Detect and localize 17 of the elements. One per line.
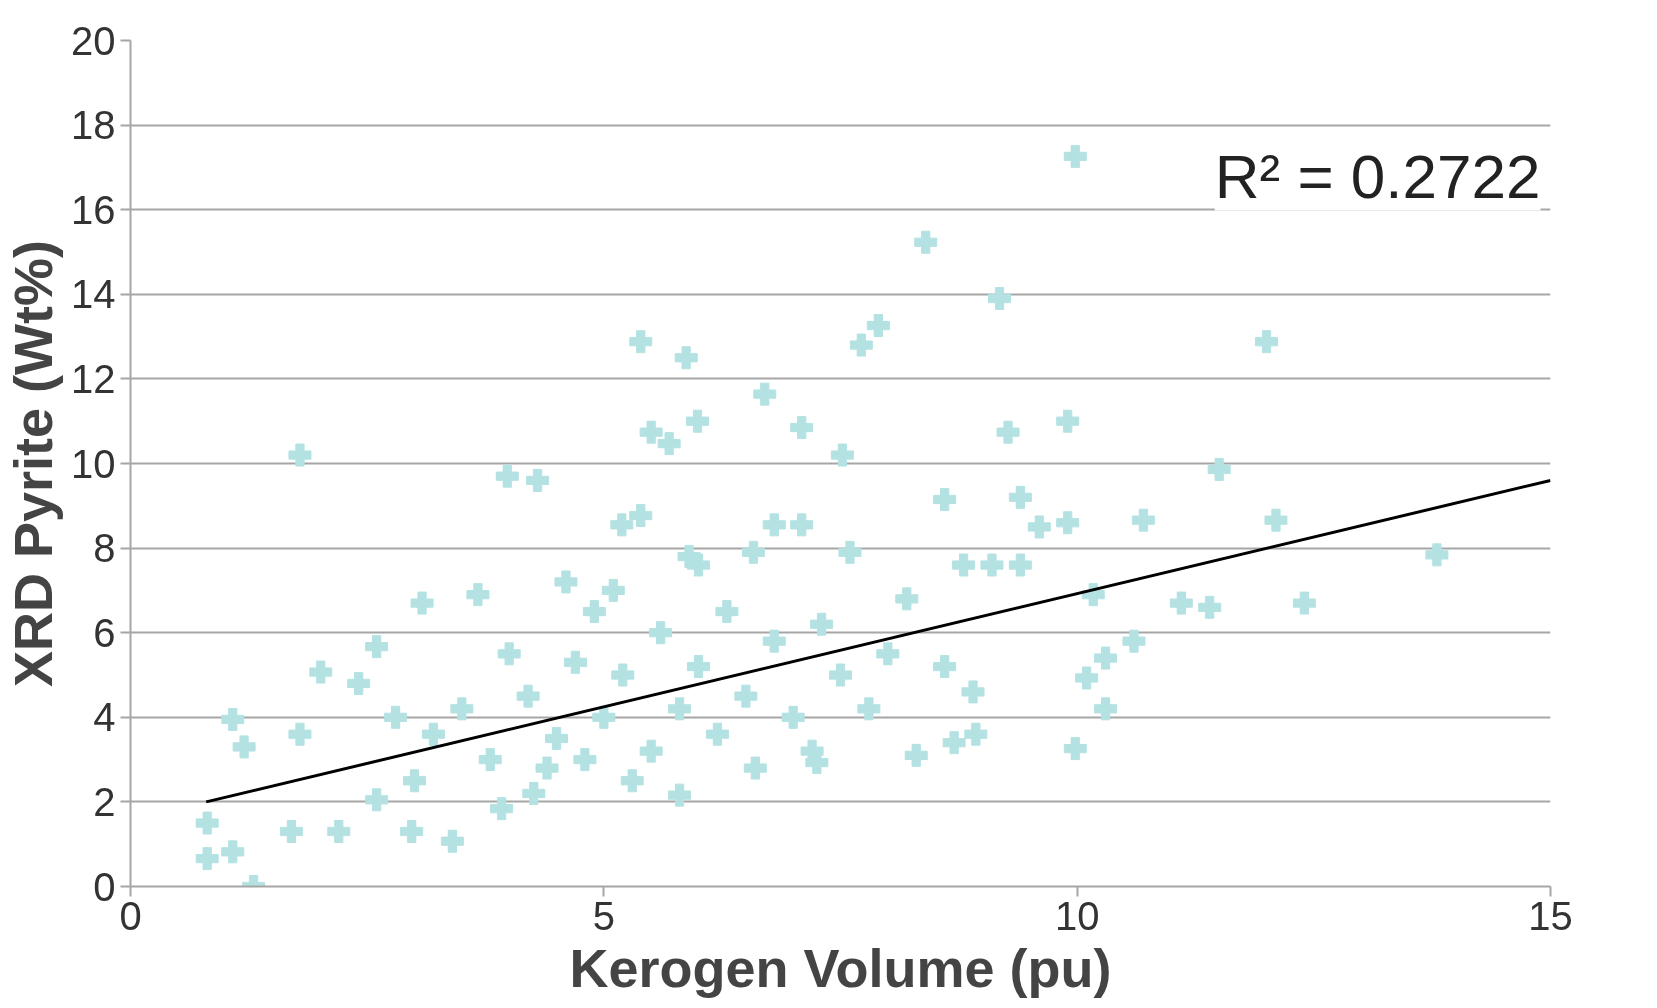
y-tick-label: 16 (71, 187, 116, 232)
y-tick-label: 20 (71, 18, 116, 63)
x-tick-label: 5 (592, 893, 615, 938)
y-tick-label: 4 (93, 695, 116, 740)
x-axis-title: Kerogen Volume (pu) (569, 937, 1112, 998)
y-tick-label: 14 (71, 272, 116, 317)
y-axis-title: XRD Pyrite (Wt%) (3, 239, 64, 688)
y-tick-label: 0 (93, 864, 116, 909)
x-tick-label: 15 (1528, 893, 1573, 938)
y-tick-label: 12 (71, 356, 116, 401)
y-tick-label: 18 (71, 103, 116, 148)
y-tick-label: 2 (93, 779, 116, 824)
x-tick-label: 10 (1054, 893, 1100, 938)
y-tick-label: 8 (93, 526, 116, 571)
annotation: R² = 0.2722 (1214, 141, 1541, 211)
y-tick-label: 10 (71, 441, 116, 486)
y-tick-label: 6 (93, 610, 116, 655)
